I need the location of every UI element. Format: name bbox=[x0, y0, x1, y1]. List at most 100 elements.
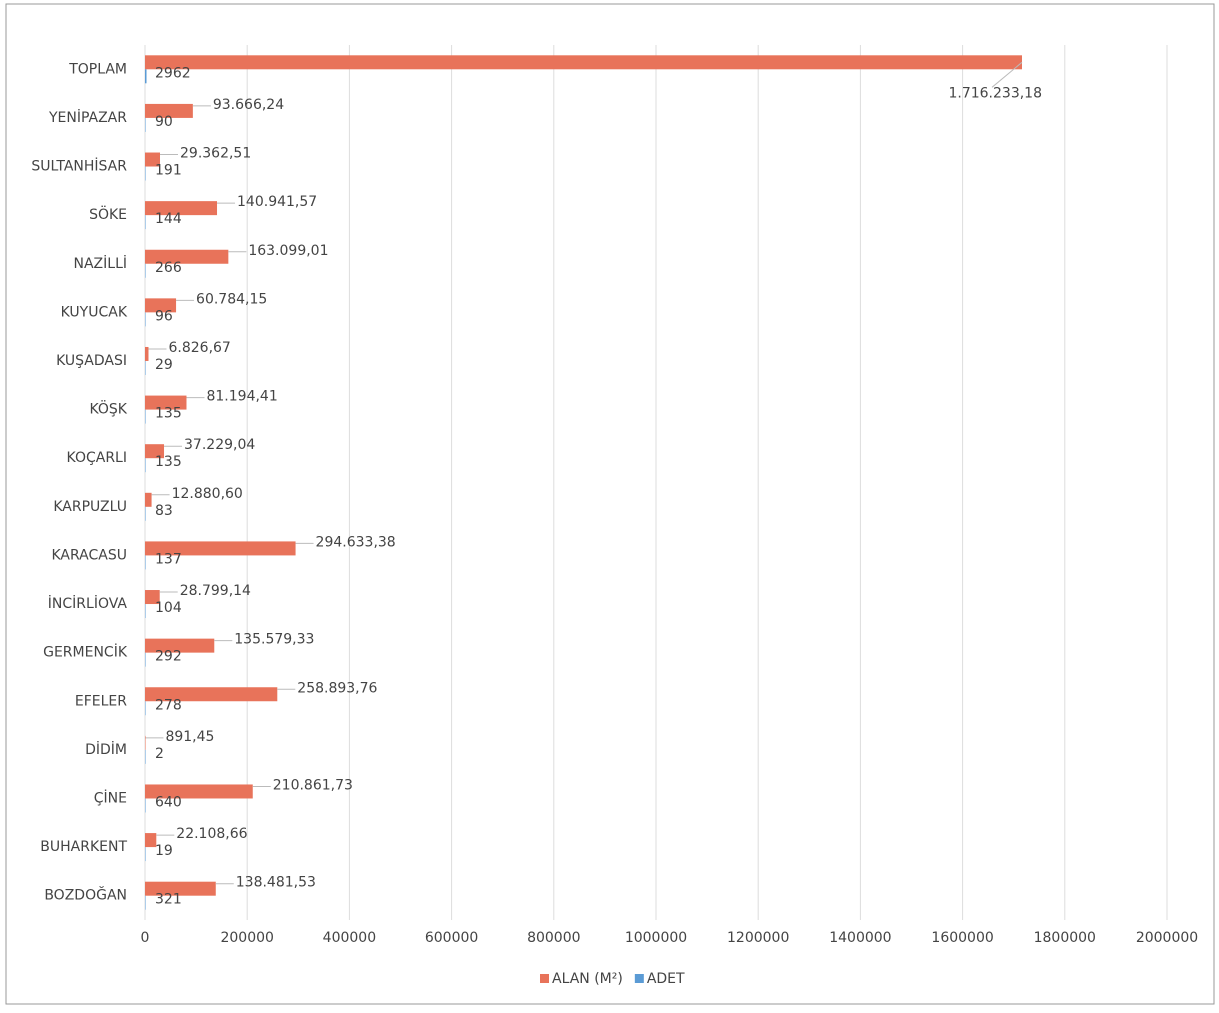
x-tick-label: 1400000 bbox=[829, 930, 891, 946]
bar bbox=[145, 833, 157, 848]
bar bbox=[145, 409, 146, 424]
bar bbox=[145, 263, 146, 278]
category-label: BUHARKENT bbox=[40, 839, 127, 855]
x-tick-label: 1600000 bbox=[931, 930, 993, 946]
category-label: İNCİRLİOVA bbox=[48, 594, 128, 612]
bar bbox=[145, 166, 146, 181]
bar bbox=[145, 687, 278, 702]
bar bbox=[145, 492, 152, 507]
bar bbox=[145, 55, 1022, 70]
bar bbox=[145, 360, 146, 375]
bar bbox=[145, 103, 193, 118]
category-label: KUŞADASI bbox=[56, 353, 127, 369]
value-label: 28.799,14 bbox=[180, 583, 251, 599]
leader-line bbox=[991, 61, 1023, 88]
value-label: 138.481,53 bbox=[236, 875, 316, 891]
value-label: 191 bbox=[155, 163, 182, 179]
value-label: 19 bbox=[155, 843, 173, 859]
value-label: 135 bbox=[155, 454, 182, 470]
bar bbox=[145, 541, 296, 556]
category-label: SÖKE bbox=[89, 205, 127, 223]
bar bbox=[145, 152, 161, 167]
value-label: 135.579,33 bbox=[234, 632, 314, 648]
value-label: 144 bbox=[155, 211, 182, 227]
value-label: 6.826,67 bbox=[168, 340, 230, 356]
x-tick-label: 800000 bbox=[527, 930, 580, 946]
value-label: 292 bbox=[155, 649, 182, 665]
category-label: BOZDOĞAN bbox=[44, 886, 127, 904]
value-label: 96 bbox=[155, 308, 173, 324]
bar bbox=[145, 590, 160, 605]
bar bbox=[145, 735, 146, 750]
category-label: KOÇARLI bbox=[67, 450, 127, 466]
value-label: 294.633,38 bbox=[316, 534, 396, 550]
value-label: 137 bbox=[155, 551, 182, 567]
category-label: KARACASU bbox=[52, 547, 128, 563]
bar bbox=[145, 506, 146, 521]
bar bbox=[145, 215, 146, 230]
bar bbox=[145, 249, 229, 264]
legend-swatch bbox=[540, 974, 549, 983]
bar bbox=[145, 784, 253, 799]
bar bbox=[145, 69, 147, 84]
bar bbox=[145, 881, 216, 896]
bar bbox=[145, 847, 146, 862]
value-label: 278 bbox=[155, 697, 182, 713]
value-label: 22.108,66 bbox=[176, 826, 247, 842]
legend-label: ALAN (M²) bbox=[552, 971, 623, 987]
value-label: 640 bbox=[155, 794, 182, 810]
bar bbox=[145, 444, 165, 459]
bar bbox=[145, 395, 187, 410]
bar bbox=[145, 798, 146, 813]
bar bbox=[145, 201, 218, 216]
category-label: KARPUZLU bbox=[53, 499, 127, 515]
value-label: 29.362,51 bbox=[180, 146, 251, 162]
category-label: GERMENCİK bbox=[43, 643, 128, 661]
x-tick-label: 1200000 bbox=[727, 930, 789, 946]
value-label: 140.941,57 bbox=[237, 194, 317, 210]
x-tick-label: 1800000 bbox=[1034, 930, 1096, 946]
value-label: 29 bbox=[155, 357, 173, 373]
category-label: YENİPAZAR bbox=[48, 108, 127, 126]
chart-border bbox=[5, 3, 1215, 1005]
value-label: 81.194,41 bbox=[206, 389, 277, 405]
value-label: 83 bbox=[155, 503, 173, 519]
legend-label: ADET bbox=[647, 971, 685, 987]
value-label: 163.099,01 bbox=[248, 243, 328, 259]
x-tick-label: 1000000 bbox=[625, 930, 687, 946]
x-tick-label: 2000000 bbox=[1136, 930, 1198, 946]
value-label: 1.716.233,18 bbox=[948, 85, 1042, 101]
bar bbox=[145, 298, 177, 313]
value-label: 2 bbox=[155, 746, 164, 762]
value-label: 93.666,24 bbox=[213, 97, 284, 113]
bar bbox=[145, 555, 146, 570]
value-label: 60.784,15 bbox=[196, 291, 267, 307]
category-label: KÖŞK bbox=[89, 400, 127, 418]
value-label: 135 bbox=[155, 406, 182, 422]
value-label: 258.893,76 bbox=[297, 680, 377, 696]
bar bbox=[145, 652, 146, 667]
x-tick-label: 0 bbox=[141, 930, 150, 946]
category-label: KUYUCAK bbox=[61, 304, 128, 320]
bar bbox=[145, 604, 146, 619]
bar bbox=[145, 312, 146, 327]
category-label: ÇİNE bbox=[94, 788, 127, 806]
value-label: 266 bbox=[155, 260, 182, 276]
x-tick-label: 400000 bbox=[323, 930, 376, 946]
value-label: 891,45 bbox=[165, 729, 214, 745]
value-label: 104 bbox=[155, 600, 182, 616]
category-label: NAZİLLİ bbox=[74, 254, 128, 272]
value-label: 2962 bbox=[155, 65, 191, 81]
category-label: SULTANHİSAR bbox=[31, 157, 127, 175]
value-label: 210.861,73 bbox=[273, 777, 353, 793]
bar bbox=[145, 346, 149, 361]
bar bbox=[145, 749, 146, 764]
category-label: TOPLAM bbox=[68, 61, 127, 77]
bar bbox=[145, 458, 146, 473]
bar bbox=[145, 895, 146, 910]
x-tick-label: 200000 bbox=[220, 930, 273, 946]
value-label: 321 bbox=[155, 892, 182, 908]
value-label: 37.229,04 bbox=[184, 437, 255, 453]
bar bbox=[145, 117, 146, 132]
